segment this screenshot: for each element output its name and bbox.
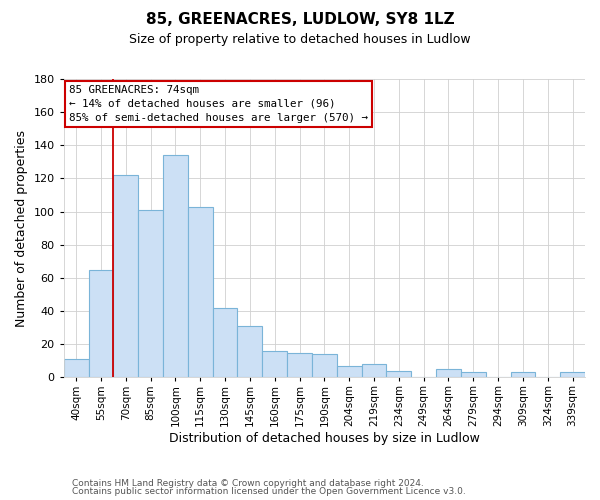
Bar	[386, 370, 411, 378]
Bar	[287, 352, 312, 378]
Text: 85 GREENACRES: 74sqm
← 14% of detached houses are smaller (96)
85% of semi-detac: 85 GREENACRES: 74sqm ← 14% of detached h…	[69, 85, 368, 123]
Bar	[312, 354, 337, 378]
Text: Size of property relative to detached houses in Ludlow: Size of property relative to detached ho…	[129, 32, 471, 46]
Bar	[262, 351, 287, 378]
Bar	[436, 369, 461, 378]
Bar	[238, 326, 262, 378]
Bar	[138, 210, 163, 378]
Bar	[89, 270, 113, 378]
Bar	[212, 308, 238, 378]
Bar	[188, 206, 212, 378]
Text: Contains HM Land Registry data © Crown copyright and database right 2024.: Contains HM Land Registry data © Crown c…	[72, 478, 424, 488]
Bar	[560, 372, 585, 378]
Bar	[511, 372, 535, 378]
Bar	[113, 175, 138, 378]
X-axis label: Distribution of detached houses by size in Ludlow: Distribution of detached houses by size …	[169, 432, 480, 445]
Bar	[337, 366, 362, 378]
Text: Contains public sector information licensed under the Open Government Licence v3: Contains public sector information licen…	[72, 487, 466, 496]
Y-axis label: Number of detached properties: Number of detached properties	[15, 130, 28, 326]
Bar	[163, 156, 188, 378]
Bar	[64, 359, 89, 378]
Bar	[461, 372, 486, 378]
Text: 85, GREENACRES, LUDLOW, SY8 1LZ: 85, GREENACRES, LUDLOW, SY8 1LZ	[146, 12, 454, 28]
Bar	[362, 364, 386, 378]
